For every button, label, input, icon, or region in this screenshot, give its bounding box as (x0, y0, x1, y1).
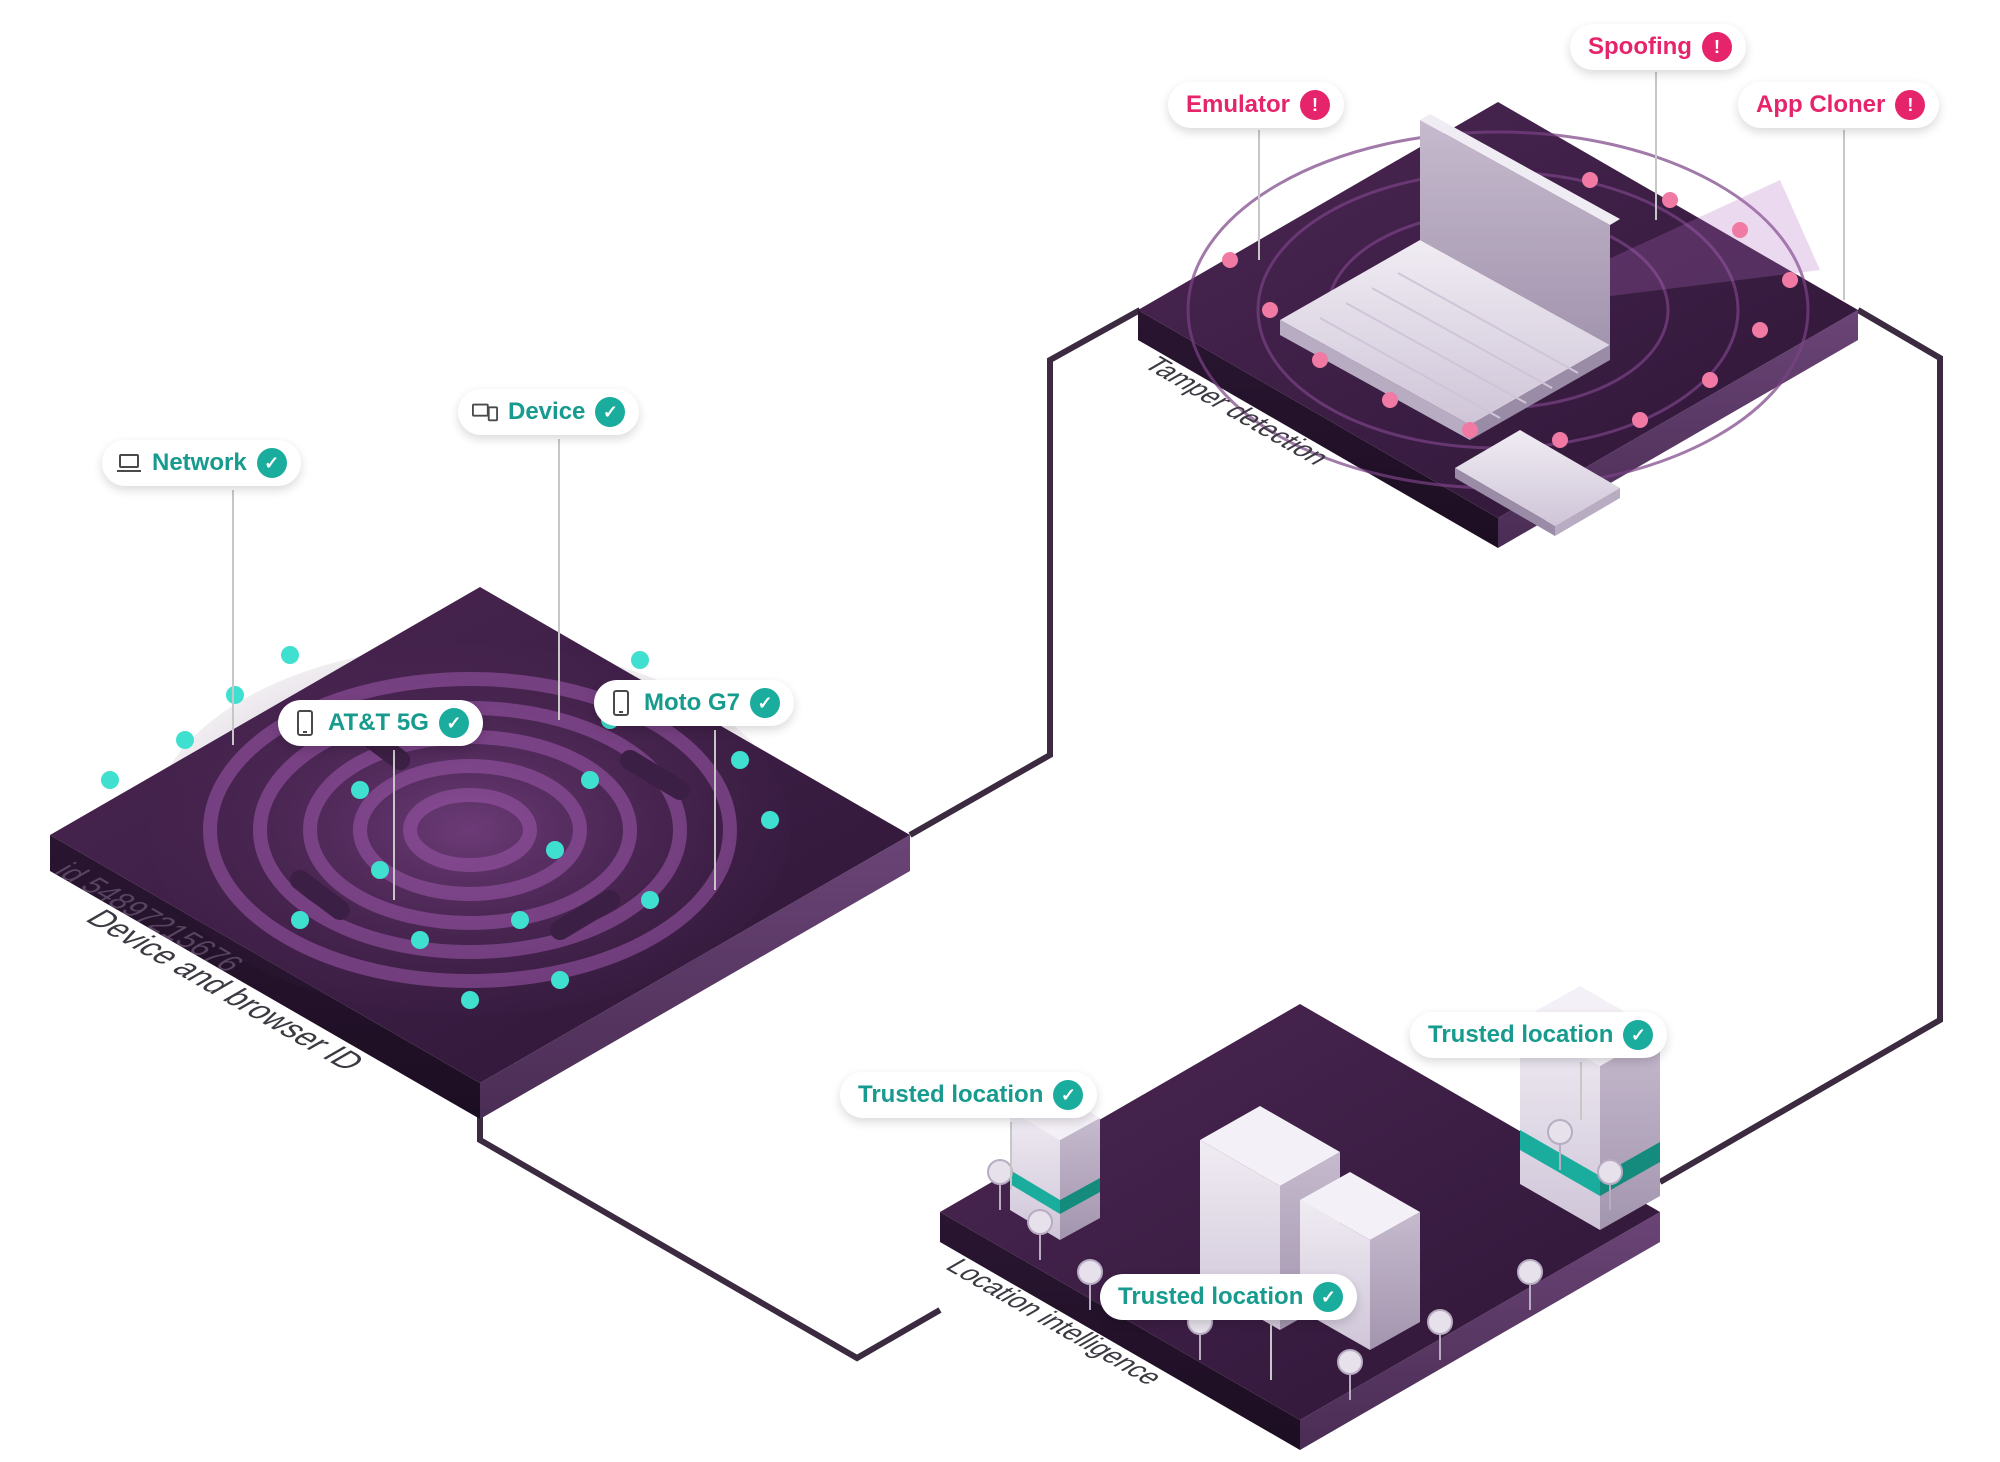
pill-label: Moto G7 (644, 691, 740, 715)
pill-label: App Cloner (1756, 93, 1885, 117)
check-icon: ✓ (750, 688, 780, 718)
laptop-icon (116, 450, 142, 476)
leader-spoofing (1655, 72, 1657, 220)
pill-label: Trusted location (1118, 1285, 1303, 1309)
pill-emulator: Emulator ! (1168, 82, 1344, 128)
pill-label: Trusted location (858, 1083, 1043, 1107)
check-icon: ✓ (595, 397, 625, 427)
pill-trusted-location-3: Trusted location ✓ (1410, 1012, 1667, 1058)
pill-moto: Moto G7 ✓ (594, 680, 794, 726)
pill-label: Device (508, 400, 585, 424)
check-icon: ✓ (439, 708, 469, 738)
check-icon: ✓ (1313, 1282, 1343, 1312)
pill-trusted-location-2: Trusted location ✓ (1100, 1274, 1357, 1320)
panel-device (50, 587, 910, 1119)
pill-device: Device ✓ (458, 389, 639, 435)
leader-emulator (1258, 130, 1260, 260)
devices-icon (472, 399, 498, 425)
pill-cloner: App Cloner ! (1738, 82, 1939, 128)
pill-trusted-location-1: Trusted location ✓ (840, 1072, 1097, 1118)
phone-icon (608, 690, 634, 716)
leader-tloc1 (1010, 1122, 1012, 1190)
pill-label: Trusted location (1428, 1023, 1613, 1047)
check-icon: ✓ (257, 448, 287, 478)
leader-att (393, 750, 395, 900)
pill-network: Network ✓ (102, 440, 301, 486)
leader-cloner (1843, 130, 1845, 300)
panel-tamper (1138, 102, 1858, 548)
pill-spoofing: Spoofing ! (1570, 24, 1746, 70)
alert-icon: ! (1300, 90, 1330, 120)
leader-tloc2 (1270, 1324, 1272, 1380)
alert-icon: ! (1702, 32, 1732, 62)
alert-icon: ! (1895, 90, 1925, 120)
leader-moto (714, 730, 716, 890)
check-icon: ✓ (1053, 1080, 1083, 1110)
pill-label: Emulator (1186, 93, 1290, 117)
pill-label: AT&T 5G (328, 711, 429, 735)
pill-att: AT&T 5G ✓ (278, 700, 483, 746)
check-icon: ✓ (1623, 1020, 1653, 1050)
phone-icon (292, 710, 318, 736)
pill-label: Spoofing (1588, 35, 1692, 59)
leader-network (232, 490, 234, 745)
leader-device (558, 439, 560, 720)
pill-label: Network (152, 451, 247, 475)
leader-tloc3 (1580, 1062, 1582, 1120)
